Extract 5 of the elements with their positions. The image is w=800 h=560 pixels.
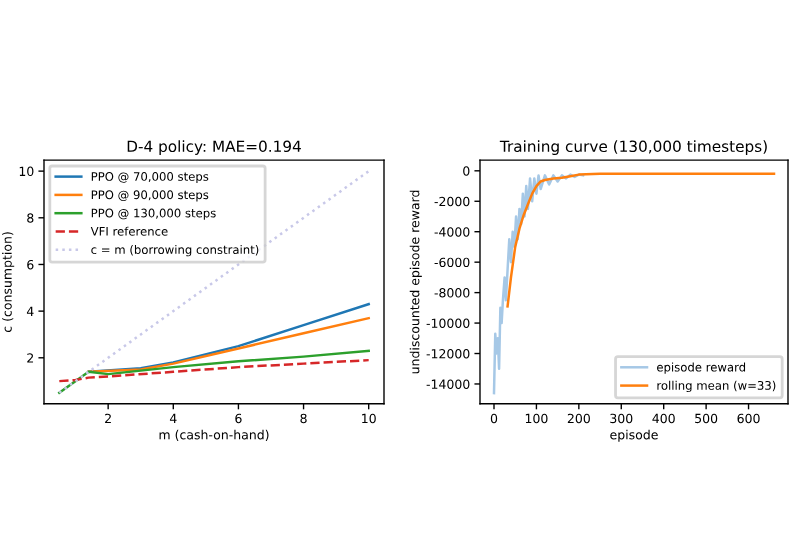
line-series bbox=[58, 349, 370, 395]
line-series bbox=[58, 358, 370, 383]
line-series bbox=[492, 173, 585, 395]
line-series bbox=[87, 316, 370, 374]
line-series bbox=[506, 172, 776, 308]
